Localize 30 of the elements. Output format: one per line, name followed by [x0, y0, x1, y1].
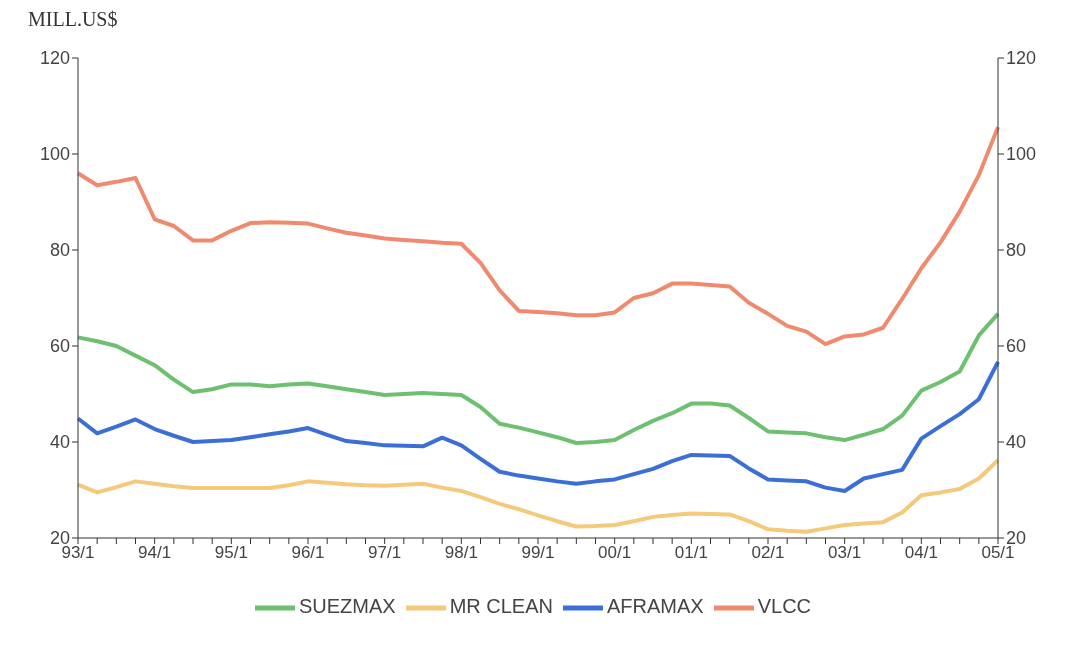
x-tick-label: 95/1 [214, 543, 248, 563]
x-tick-label: 97/1 [368, 543, 402, 563]
x-tick-label: 01/1 [674, 543, 708, 563]
legend-label: MR CLEAN [449, 595, 553, 618]
legend-label: VLCC [757, 595, 812, 618]
line-series [76, 359, 1000, 493]
x-tick-label: 96/1 [291, 543, 325, 563]
y-tick-label: 100 [39, 144, 70, 165]
y2-tick-label: 60 [1006, 336, 1027, 357]
x-tick-label: 03/1 [828, 543, 862, 563]
x-tick-label: 02/1 [751, 543, 785, 563]
legend-label: SUEZMAX [298, 595, 396, 618]
x-tick-label: 00/1 [598, 543, 632, 563]
y-tick-label: 60 [49, 336, 70, 357]
y2-tick-label: 120 [1006, 48, 1037, 69]
x-tick-label: 94/1 [138, 543, 172, 563]
legend-label: AFRAMAX [607, 595, 704, 618]
y-tick-label: 80 [49, 240, 70, 261]
line-series [76, 311, 1000, 445]
y-tick-label: 120 [39, 48, 70, 69]
y2-tick-label: 80 [1006, 240, 1027, 261]
y-axis-title: MILL.US$ [28, 8, 119, 32]
x-tick-label: 99/1 [521, 543, 555, 563]
y-tick-label: 40 [49, 432, 70, 453]
x-tick-label: 98/1 [444, 543, 478, 563]
x-tick-label: 04/1 [904, 543, 938, 563]
line-series [76, 458, 1000, 534]
y2-tick-label: 40 [1006, 432, 1027, 453]
y2-tick-label: 100 [1006, 144, 1037, 165]
line-series [76, 125, 1000, 347]
